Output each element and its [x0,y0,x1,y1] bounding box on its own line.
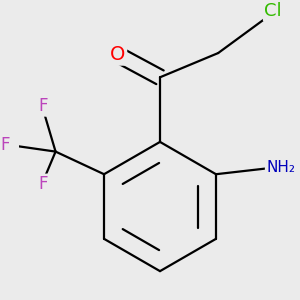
Text: O: O [110,45,126,64]
Text: NH₂: NH₂ [266,160,295,175]
Text: F: F [38,175,47,193]
Text: F: F [38,98,47,116]
Text: Cl: Cl [264,2,282,20]
Text: F: F [1,136,10,154]
